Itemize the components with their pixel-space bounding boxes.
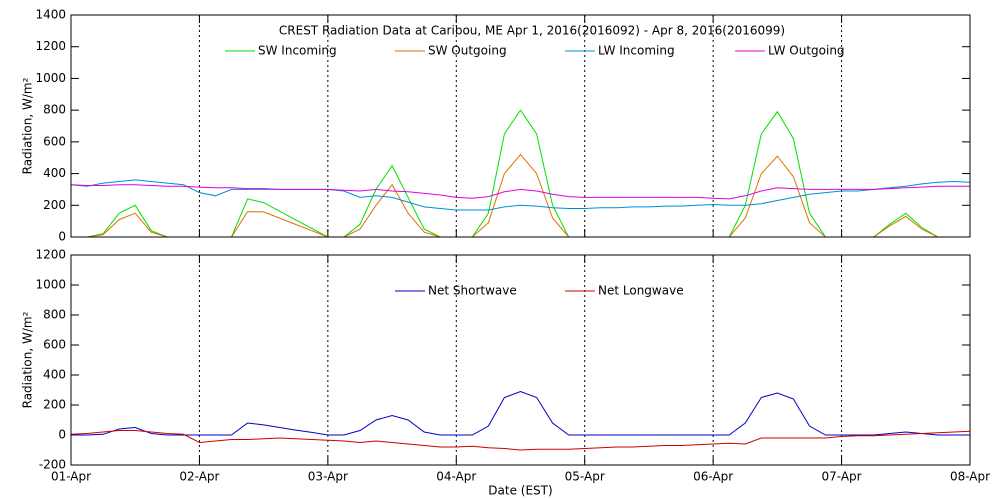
plot-frame [70,254,971,466]
y-tick-label: 800 [43,308,66,322]
y-tick-label: 1000 [35,71,66,85]
x-tick-label: 03-Apr [308,470,348,484]
x-tick-label: 01-Apr [51,470,91,484]
legend-label: LW Outgoing [768,44,845,58]
x-axis-label: Date (EST) [488,484,552,498]
x-tick-label: 08-Apr [950,470,990,484]
y-tick-label: 0 [58,230,66,244]
series-line [71,390,970,436]
y-tick-label: 600 [43,134,66,148]
legend-label: SW Incoming [258,44,337,58]
y-tick-label: -200 [39,458,66,472]
y-tick-label: 1200 [35,248,66,262]
x-tick-label: 02-Apr [179,470,219,484]
series-line [71,153,970,238]
y-axis-label: Radiation, W/m² [21,77,35,174]
series-line [71,109,970,238]
y-tick-label: 0 [58,428,66,442]
x-tick-label: 06-Apr [693,470,733,484]
y-tick-label: 600 [43,338,66,352]
x-tick-label: 05-Apr [565,470,605,484]
chart-title: CREST Radiation Data at Caribou, ME Apr … [279,24,785,38]
y-tick-label: 1200 [35,39,66,53]
legend-label: Net Shortwave [428,284,517,298]
y-tick-label: 800 [43,103,66,117]
legend-label: SW Outgoing [428,44,507,58]
series-line [70,184,970,200]
y-tick-label: 200 [43,198,66,212]
y-tick-label: 400 [43,368,66,382]
legend-label: LW Incoming [598,44,675,58]
x-tick-label: 04-Apr [436,470,476,484]
legend-label: Net Longwave [598,284,684,298]
y-tick-label: 400 [43,166,66,180]
plot-frame [70,14,971,238]
x-tick-label: 07-Apr [822,470,862,484]
y-tick-label: 1400 [35,8,66,22]
series-line [70,179,971,211]
y-tick-label: 1000 [35,278,66,292]
series-line [70,430,971,451]
y-axis-label: Radiation, W/m² [21,311,35,408]
y-tick-label: 200 [43,398,66,412]
